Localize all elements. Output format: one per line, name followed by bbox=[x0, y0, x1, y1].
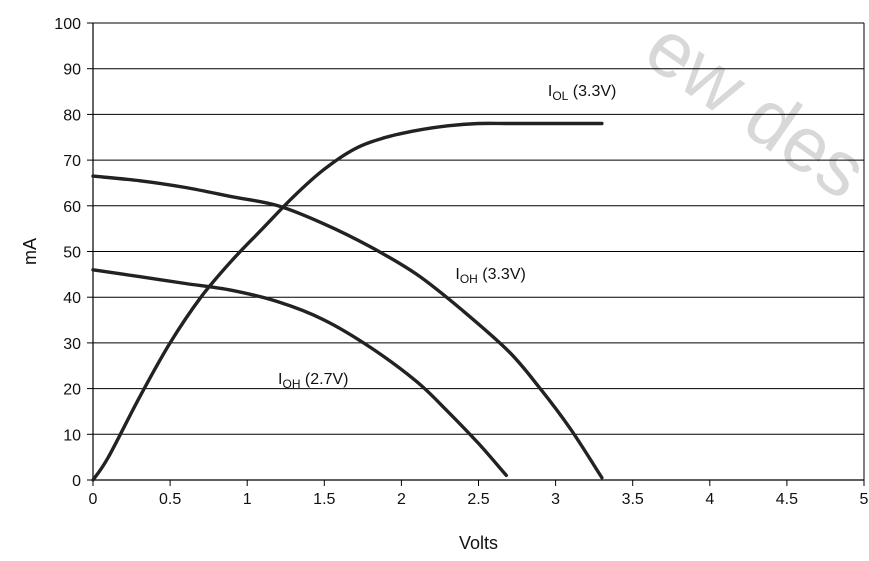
x-tick-label-9: 4.5 bbox=[776, 491, 798, 508]
x-tick-label-10: 5 bbox=[860, 491, 869, 508]
series-lines bbox=[91, 121, 604, 482]
y-tick-label-5: 50 bbox=[63, 245, 81, 262]
x-tick-label-4: 2 bbox=[397, 491, 406, 508]
x-tick-label-8: 4 bbox=[705, 491, 714, 508]
y-tick-label-3: 30 bbox=[63, 336, 81, 353]
y-tick-label-6: 60 bbox=[63, 199, 81, 216]
x-tick-label-7: 3.5 bbox=[622, 491, 644, 508]
series-line-0 bbox=[91, 121, 604, 482]
series-line-1 bbox=[91, 174, 604, 480]
x-tick-label-0: 0 bbox=[89, 491, 98, 508]
y-axis-title: mA bbox=[20, 238, 40, 265]
x-tick-label-1: 0.5 bbox=[159, 491, 181, 508]
tick-labels: 0 10 20 30 40 50 60 70 80 90 100 0 0.5 1 1.5 2 2.5 3 3.5 4 4… bbox=[54, 16, 868, 508]
y-tick-label-0: 0 bbox=[72, 473, 81, 490]
y-tick-label-9: 90 bbox=[63, 62, 81, 79]
x-tick-label-3: 1.5 bbox=[313, 491, 335, 508]
series-line-2 bbox=[91, 268, 508, 478]
series-labels: IOL (3.3V) IOH (3.3V) IOH (2.7V) bbox=[278, 83, 616, 391]
x-tick-label-6: 3 bbox=[551, 491, 560, 508]
y-tick-label-7: 70 bbox=[63, 153, 81, 170]
y-tick-label-10: 100 bbox=[54, 16, 81, 33]
x-tick-label-2: 1 bbox=[243, 491, 252, 508]
series-label-1: IOH (3.3V) bbox=[455, 266, 525, 286]
y-tick-label-2: 20 bbox=[63, 382, 81, 399]
series-label-0: IOL (3.3V) bbox=[548, 83, 616, 103]
watermark-text: ew des bbox=[630, 2, 869, 216]
y-tick-label-4: 40 bbox=[63, 290, 81, 307]
gridlines bbox=[93, 22, 864, 435]
y-tick-label-8: 80 bbox=[63, 107, 81, 124]
x-axis-title: Volts bbox=[459, 533, 498, 553]
y-tick-label-1: 10 bbox=[63, 427, 81, 444]
x-tick-label-5: 2.5 bbox=[467, 491, 489, 508]
series-label-2: IOH (2.7V) bbox=[278, 371, 348, 391]
